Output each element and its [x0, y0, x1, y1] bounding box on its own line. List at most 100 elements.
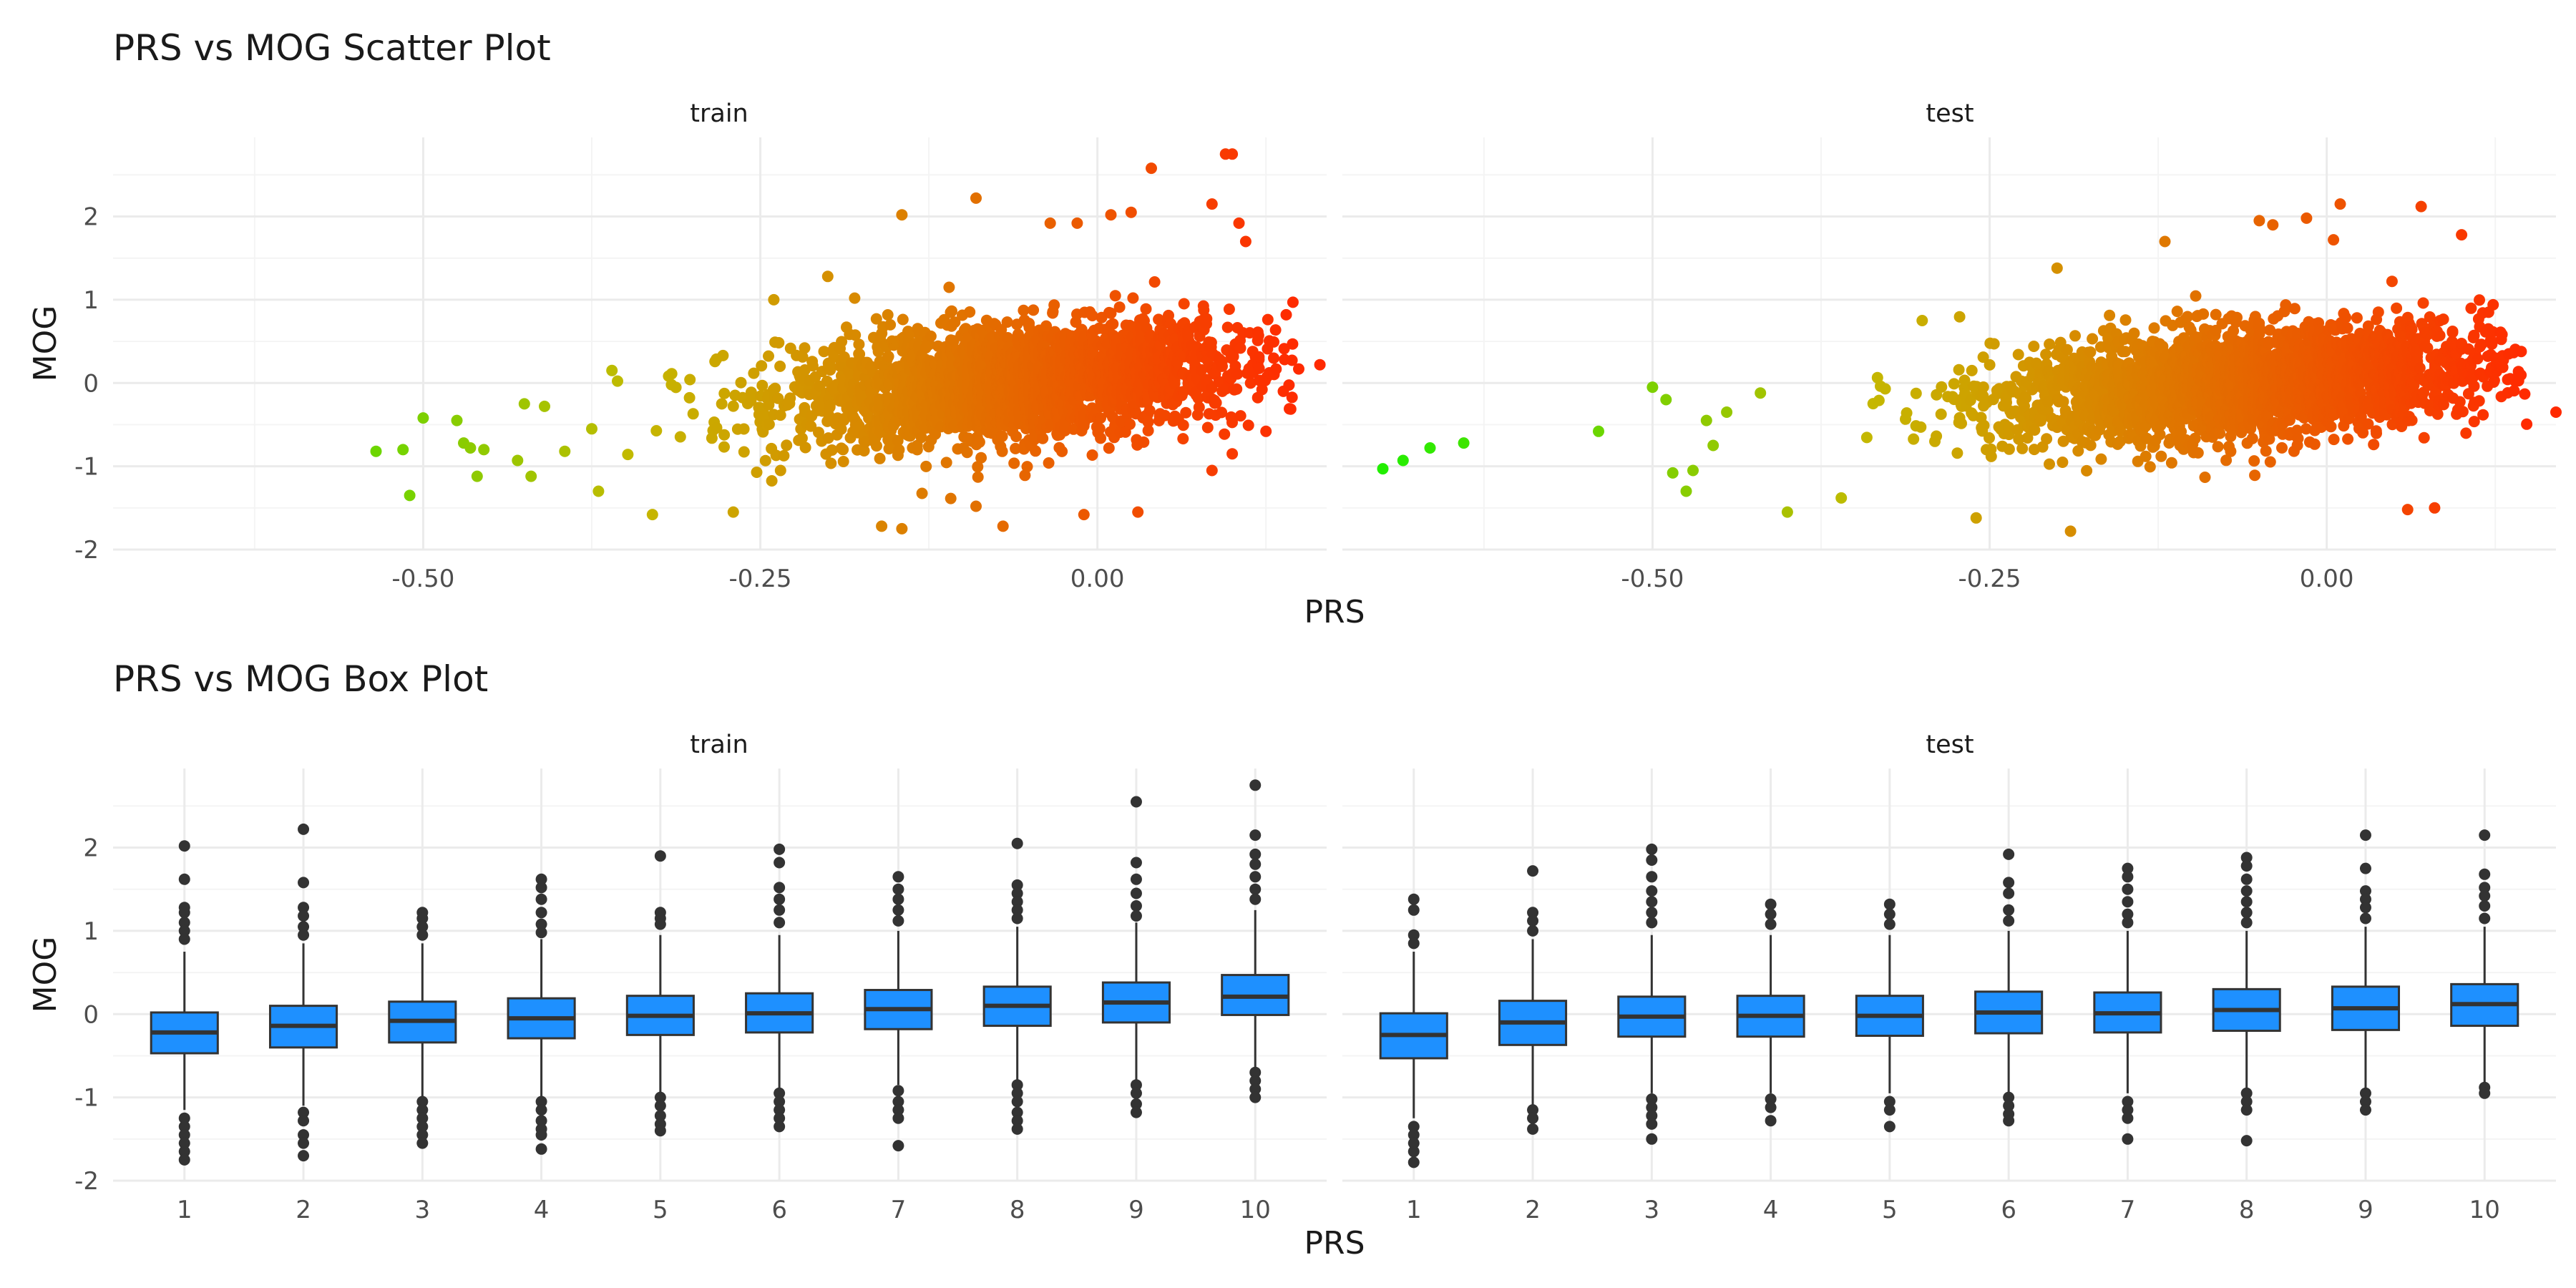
scatter-point	[2040, 348, 2052, 361]
scatter-point	[1984, 432, 1995, 444]
scatter-point	[1030, 445, 1042, 457]
scatter-point	[1293, 363, 1304, 375]
scatter-point	[751, 467, 763, 478]
scatter-point	[1078, 509, 1090, 521]
scatter-point	[1048, 299, 1060, 311]
scatter-point	[849, 292, 861, 304]
scatter-point	[858, 445, 870, 457]
scatter-point	[1001, 316, 1013, 328]
scatter-point	[674, 431, 686, 443]
scatter-point	[1008, 457, 1020, 469]
scatter-point	[1253, 351, 1265, 363]
scatter-point	[1984, 358, 1996, 371]
scatter-point	[2386, 275, 2398, 288]
scatter-point	[859, 436, 872, 448]
y-tick-label: -1	[74, 453, 99, 482]
scatter-point	[2084, 346, 2097, 358]
scatter-point	[2155, 450, 2167, 462]
scatter-point	[2084, 439, 2097, 452]
scatter-strip-test: test	[1926, 99, 1974, 128]
scatter-point	[940, 457, 952, 469]
scatter-point	[1206, 464, 1218, 477]
scatter-point	[1143, 404, 1156, 416]
scatter-point	[893, 444, 905, 456]
scatter-point	[1028, 304, 1040, 316]
scatter-point	[946, 305, 957, 317]
scatter-point	[2197, 308, 2210, 320]
scatter-point	[1873, 394, 1885, 406]
scatter-point	[1107, 318, 1119, 330]
scatter-point	[1268, 336, 1279, 348]
scatter-point	[1105, 209, 1117, 221]
scatter-point	[1140, 303, 1152, 315]
scatter-point	[825, 361, 837, 374]
scatter-point	[1252, 329, 1264, 341]
scatter-point	[2044, 458, 2055, 470]
scatter-point	[837, 444, 849, 456]
scatter-point	[2140, 450, 2152, 462]
scatter-point	[2372, 306, 2384, 318]
scatter-point	[1935, 408, 1947, 420]
scatter-point	[997, 520, 1009, 532]
scatter-point	[1936, 381, 1948, 393]
scatter-point	[1268, 352, 1279, 364]
scatter-point	[711, 421, 723, 434]
scatter-point	[1977, 381, 1989, 393]
scatter-point	[1270, 363, 1282, 375]
scatter-point	[1242, 419, 1254, 431]
scatter-point	[478, 444, 490, 456]
scatter-point	[836, 336, 848, 348]
scatter-point	[2292, 432, 2304, 444]
scatter-point	[612, 375, 623, 387]
scatter-point	[972, 471, 984, 483]
scatter-point	[727, 506, 739, 518]
scatter-point	[996, 430, 1008, 442]
scatter-point	[1260, 425, 1272, 437]
scatter-point	[2212, 441, 2224, 453]
scatter-point	[1002, 332, 1014, 343]
scatter-point	[2148, 322, 2160, 334]
scatter-point	[687, 408, 699, 420]
scatter-point	[1280, 308, 1292, 321]
scatter-point	[2028, 341, 2040, 352]
scatter-point	[2340, 311, 2352, 323]
scatter-point	[622, 449, 634, 461]
scatter-point	[818, 346, 830, 358]
scatter-point	[2371, 427, 2382, 439]
scatter-point	[805, 420, 817, 432]
scatter-point	[911, 444, 923, 456]
scatter-point	[1071, 217, 1083, 229]
scatter-point	[735, 376, 747, 389]
scatter-point	[2128, 327, 2140, 339]
scatter-point	[1178, 298, 1190, 310]
scatter-point	[2003, 443, 2015, 455]
scatter-point	[872, 346, 884, 358]
scatter-point	[2104, 309, 2116, 321]
scatter-point	[1226, 448, 1239, 460]
scatter-point	[1910, 387, 1922, 399]
scatter-point	[1226, 148, 1239, 160]
scatter-point	[1953, 311, 1966, 323]
scatter-point	[1205, 336, 1217, 348]
scatter-point	[1915, 421, 1927, 433]
scatter-point	[1216, 360, 1228, 372]
scatter-point	[471, 470, 483, 482]
scatter-point	[1966, 364, 1978, 376]
scatter-point	[1269, 324, 1282, 336]
scatter-point	[1988, 338, 2000, 350]
scatter-point	[2192, 447, 2204, 459]
scatter-point	[2119, 314, 2132, 326]
scatter-point	[592, 485, 605, 497]
scatter-point	[683, 391, 696, 404]
scatter-point	[1095, 432, 1107, 444]
scatter-point	[1860, 431, 1873, 444]
scatter-point	[961, 447, 973, 459]
scatter-point	[1201, 421, 1214, 434]
scatter-point	[763, 419, 775, 430]
scatter-point	[1286, 391, 1298, 404]
scatter-point	[1219, 428, 1231, 440]
scatter-point	[397, 444, 409, 456]
scatter-point	[871, 440, 882, 452]
scatter-point	[916, 487, 928, 499]
scatter-point	[1879, 383, 1891, 395]
